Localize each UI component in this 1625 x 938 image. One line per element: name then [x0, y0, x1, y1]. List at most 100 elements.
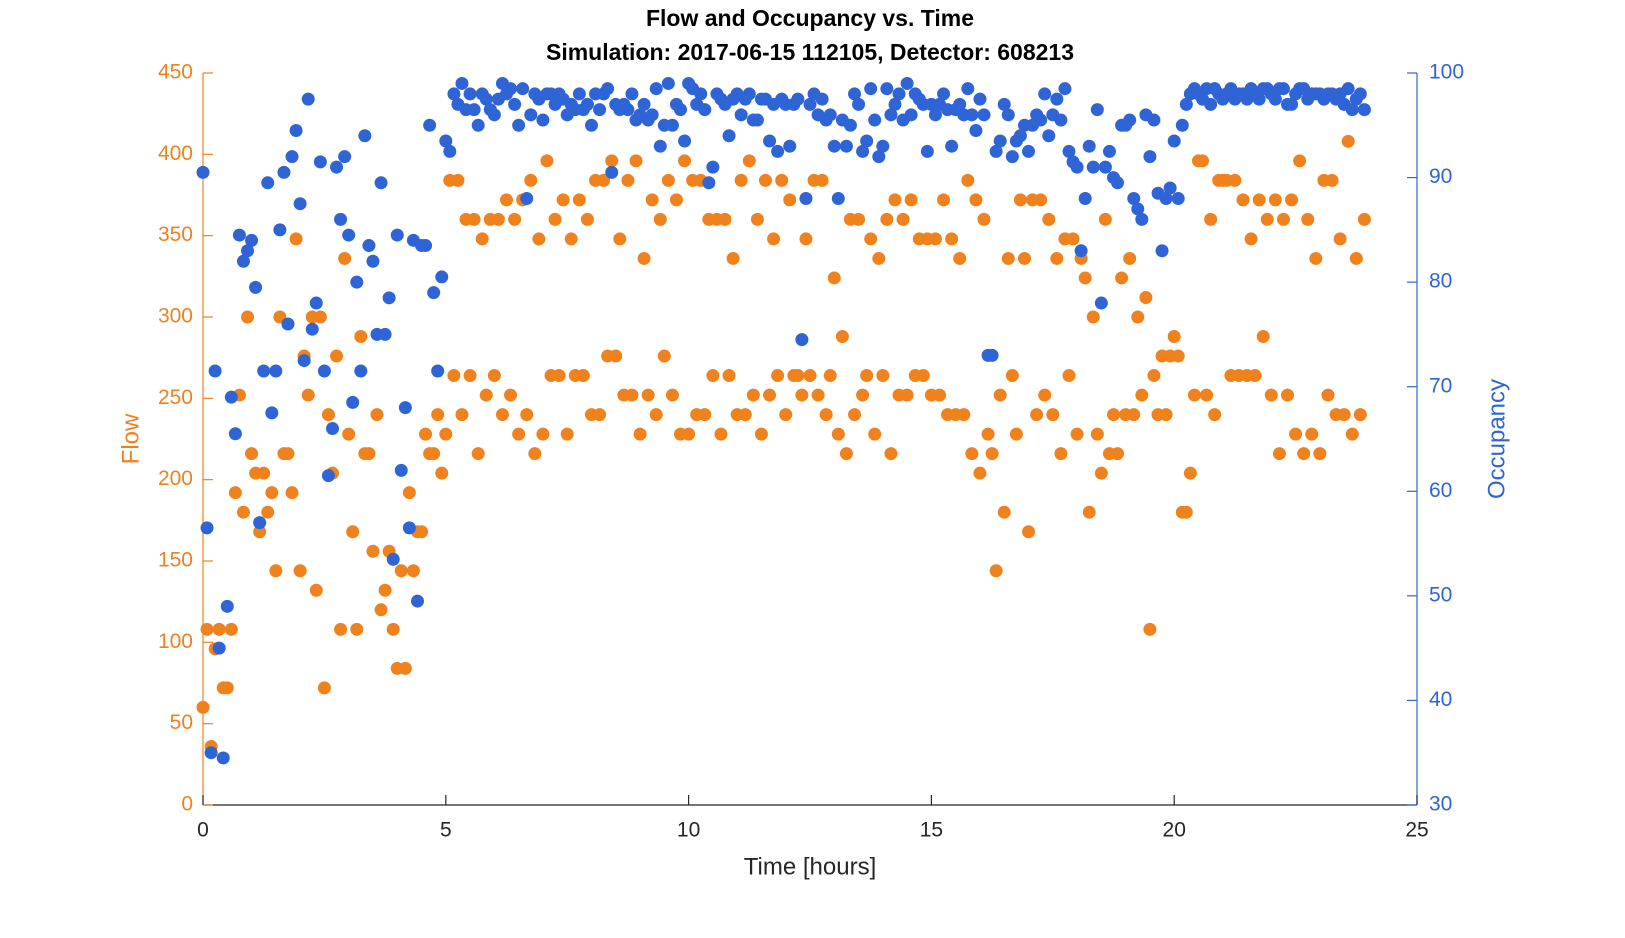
point [1131, 202, 1145, 216]
point [524, 108, 538, 122]
point [985, 348, 999, 362]
point [536, 427, 550, 441]
point [621, 173, 635, 187]
point [605, 154, 619, 168]
point [868, 113, 882, 127]
point [1341, 82, 1355, 96]
point [856, 388, 870, 402]
point [856, 144, 870, 158]
point [228, 427, 242, 441]
point [1070, 427, 1084, 441]
point [289, 232, 303, 246]
point [698, 408, 712, 422]
point [212, 641, 226, 655]
point [435, 270, 449, 284]
point [447, 369, 461, 383]
point [1143, 150, 1157, 164]
point [1013, 129, 1027, 143]
point [1280, 388, 1294, 402]
point [224, 622, 238, 636]
point [1135, 388, 1149, 402]
point [342, 427, 356, 441]
point [1289, 427, 1303, 441]
point [289, 124, 303, 138]
y-tick-label: 50 [170, 711, 193, 734]
point [997, 97, 1011, 111]
point [657, 349, 671, 363]
point [540, 154, 554, 168]
point [1001, 251, 1015, 265]
y-tick-label: 350 [158, 223, 193, 246]
point [439, 134, 453, 148]
point [1200, 388, 1214, 402]
point [374, 176, 388, 190]
point [811, 388, 825, 402]
point [277, 165, 291, 179]
point [839, 447, 853, 461]
point [249, 280, 263, 294]
point [799, 232, 813, 246]
point [346, 395, 360, 409]
point [261, 505, 275, 519]
point [350, 275, 364, 289]
point [613, 232, 627, 246]
point [564, 232, 578, 246]
point [1297, 447, 1311, 461]
point [953, 97, 967, 111]
point [904, 108, 918, 122]
point [269, 564, 283, 578]
point [326, 422, 340, 436]
point [366, 544, 380, 558]
point [1070, 160, 1084, 174]
point [823, 369, 837, 383]
point [1171, 349, 1185, 363]
point [771, 144, 785, 158]
point [722, 369, 736, 383]
point [831, 427, 845, 441]
point [916, 369, 930, 383]
point [330, 160, 344, 174]
point [443, 144, 457, 158]
point [742, 154, 756, 168]
y2-tick-label: 30 [1429, 793, 1452, 816]
point [860, 134, 874, 148]
point [1005, 369, 1019, 383]
point [463, 369, 477, 383]
point [1127, 408, 1141, 422]
point [552, 369, 566, 383]
point [1268, 193, 1282, 207]
point [576, 369, 590, 383]
point [969, 193, 983, 207]
point [649, 408, 663, 422]
point [633, 427, 647, 441]
point [281, 317, 295, 331]
point [597, 173, 611, 187]
point [321, 469, 335, 483]
point [584, 118, 598, 132]
point [439, 427, 453, 441]
x-axis-label: Time [hours] [744, 853, 876, 880]
point [1353, 408, 1367, 422]
point [593, 408, 607, 422]
point [1107, 408, 1120, 422]
point [1179, 505, 1193, 519]
point [803, 369, 817, 383]
point [702, 176, 716, 190]
point [969, 124, 983, 138]
point [1159, 191, 1173, 205]
point [1062, 369, 1076, 383]
point [455, 76, 469, 90]
point [313, 155, 327, 169]
point [1357, 212, 1371, 226]
point [1293, 154, 1307, 168]
point [241, 310, 255, 324]
point [1268, 92, 1282, 106]
point [285, 150, 299, 164]
point [989, 564, 1003, 578]
point [467, 103, 481, 117]
point [661, 76, 675, 90]
y2-tick-label: 40 [1429, 688, 1452, 711]
point [427, 286, 441, 300]
point [516, 82, 530, 96]
point [520, 408, 534, 422]
